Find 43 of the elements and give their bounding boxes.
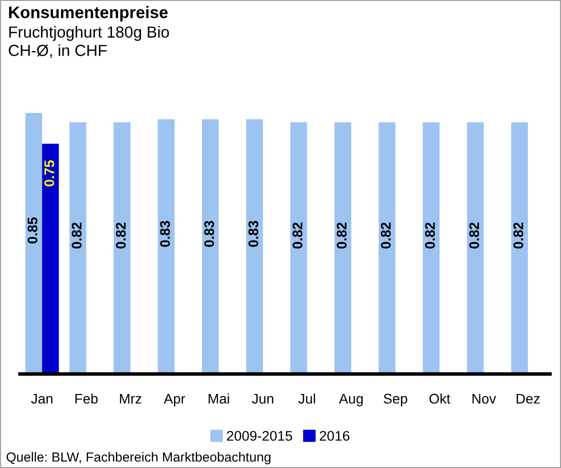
- source-note: Quelle: BLW, Fachbereich Marktbeobachtung: [6, 452, 270, 464]
- bar: [114, 122, 130, 374]
- data-label: 0.83: [248, 220, 258, 247]
- bar: [466, 122, 484, 374]
- bar: [25, 113, 42, 374]
- x-tick-label: Mai: [208, 393, 230, 404]
- bar: [202, 119, 219, 374]
- bar: [246, 119, 263, 374]
- data-label: 0.75: [44, 160, 54, 186]
- x-tick-label: Jul: [298, 393, 316, 404]
- data-label: 0.85: [28, 217, 38, 244]
- x-tick-label: Feb: [75, 393, 98, 404]
- bar: [334, 122, 352, 374]
- data-label: 0.82: [72, 222, 82, 249]
- x-tick-label: Nov: [472, 394, 496, 404]
- bar: [290, 122, 308, 374]
- bar: [158, 119, 175, 374]
- x-tick-label: Aug: [338, 394, 363, 406]
- data-label: 0.82: [513, 222, 524, 249]
- data-label: 0.82: [469, 222, 480, 249]
- x-tick-label: Jun: [252, 394, 274, 404]
- data-label: 0.83: [160, 220, 170, 247]
- x-tick-label: Sep: [384, 394, 408, 406]
- x-tick-label: Dez: [516, 394, 540, 404]
- data-label: 0.82: [292, 222, 302, 249]
- x-tick-label: Jan: [31, 394, 52, 404]
- data-label: 0.82: [425, 222, 435, 249]
- bar: [69, 122, 86, 374]
- x-tick-label: Mrz: [120, 394, 142, 404]
- legend-label: 2016: [320, 430, 350, 441]
- x-tick-label: Okt: [429, 393, 450, 404]
- bar: [42, 144, 59, 374]
- data-label: 0.82: [336, 222, 347, 249]
- legend-label: 2009-2015: [226, 430, 292, 441]
- bar: [511, 122, 528, 374]
- data-label: 0.82: [380, 222, 391, 249]
- bar: [422, 122, 440, 374]
- data-label: 0.83: [204, 220, 214, 247]
- data-label: 0.82: [116, 222, 126, 249]
- x-tick-label: Apr: [164, 394, 186, 406]
- chart-subtitle: Fruchtjoghurt 180g Bio CH-Ø, in CHF: [8, 26, 169, 58]
- bar: [378, 122, 396, 374]
- chart-title: Konsumentenpreise: [9, 6, 168, 22]
